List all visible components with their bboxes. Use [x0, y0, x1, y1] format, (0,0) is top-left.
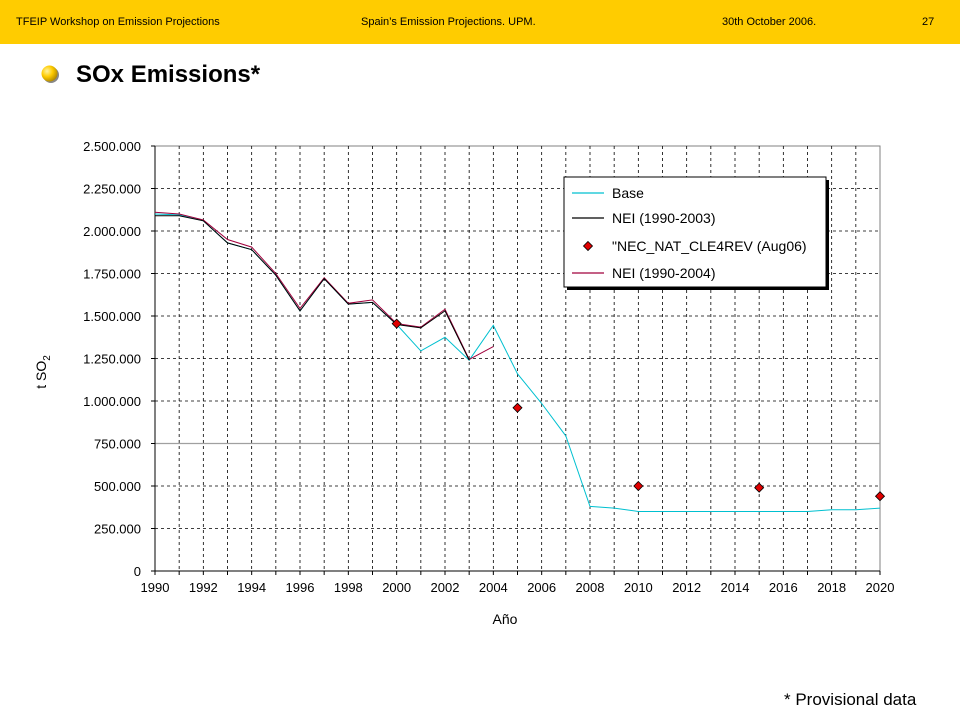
y-tick-label: 750.000	[94, 437, 141, 452]
x-tick-label: 2010	[624, 580, 653, 595]
y-tick-label: 2.250.000	[83, 182, 141, 197]
x-tick-label: 2018	[817, 580, 846, 595]
scatter-point	[633, 480, 644, 492]
legend-label: NEI (1990-2003)	[612, 210, 716, 226]
x-tick-label: 2014	[721, 580, 750, 595]
y-axis-label-text: t SO	[33, 361, 49, 389]
y-tick-label: 500.000	[94, 479, 141, 494]
header-workshop-title: TFEIP Workshop on Emission Projections	[16, 16, 220, 28]
slide-header: TFEIP Workshop on Emission Projections S…	[0, 0, 960, 44]
x-tick-label: 2020	[866, 580, 895, 595]
x-tick-label: 2004	[479, 580, 508, 595]
provisional-data-footnote: * Provisional data	[784, 690, 917, 709]
y-tick-label: 1.500.000	[83, 309, 141, 324]
scatter-point	[754, 482, 765, 493]
title-bullet-icon	[41, 65, 59, 83]
x-tick-label: 1994	[237, 580, 266, 595]
scatter-point	[874, 491, 886, 502]
series-line-1	[155, 215, 470, 361]
x-tick-label: 2016	[769, 580, 798, 595]
y-axis-label-subscript: 2	[42, 355, 53, 361]
x-tick-label: 2000	[382, 580, 411, 595]
x-tick-label: 1996	[286, 580, 315, 595]
legend-marker-swatch	[582, 240, 594, 252]
y-tick-label: 0	[134, 564, 141, 579]
header-presentation-title: Spain’s Emission Projections. UPM.	[361, 16, 536, 28]
scatter-point	[512, 402, 523, 413]
x-tick-label: 1998	[334, 580, 363, 595]
y-tick-label: 2.500.000	[83, 139, 141, 154]
x-tick-label: 2006	[527, 580, 556, 595]
x-tick-label: 2012	[672, 580, 701, 595]
legend-box	[563, 176, 827, 288]
x-axis-label: Año	[493, 611, 518, 627]
legend-label: "NEC_NAT_CLE4REV (Aug06)	[612, 238, 807, 254]
y-tick-label: 1.000.000	[83, 394, 141, 409]
x-tick-label: 2002	[431, 580, 460, 595]
slide-title: SOx Emissions*	[76, 61, 261, 88]
y-axis-label: t SO2	[33, 355, 53, 389]
svg-text:t SO2: t SO2	[33, 355, 53, 389]
y-tick-label: 1.250.000	[83, 352, 141, 367]
y-tick-label: 250.000	[94, 522, 141, 537]
header-date: 30th October 2006.	[722, 16, 817, 28]
legend-label: NEI (1990-2004)	[612, 265, 716, 281]
series-line-3	[154, 211, 494, 361]
legend-label: Base	[612, 185, 644, 201]
y-tick-label: 1.750.000	[83, 267, 141, 282]
scatter-point	[391, 318, 402, 329]
x-tick-label: 1992	[189, 580, 218, 595]
y-tick-label: 2.000.000	[83, 224, 141, 239]
x-tick-label: 1990	[141, 580, 170, 595]
header-page-number: 27	[922, 16, 935, 28]
x-tick-label: 2008	[576, 580, 605, 595]
